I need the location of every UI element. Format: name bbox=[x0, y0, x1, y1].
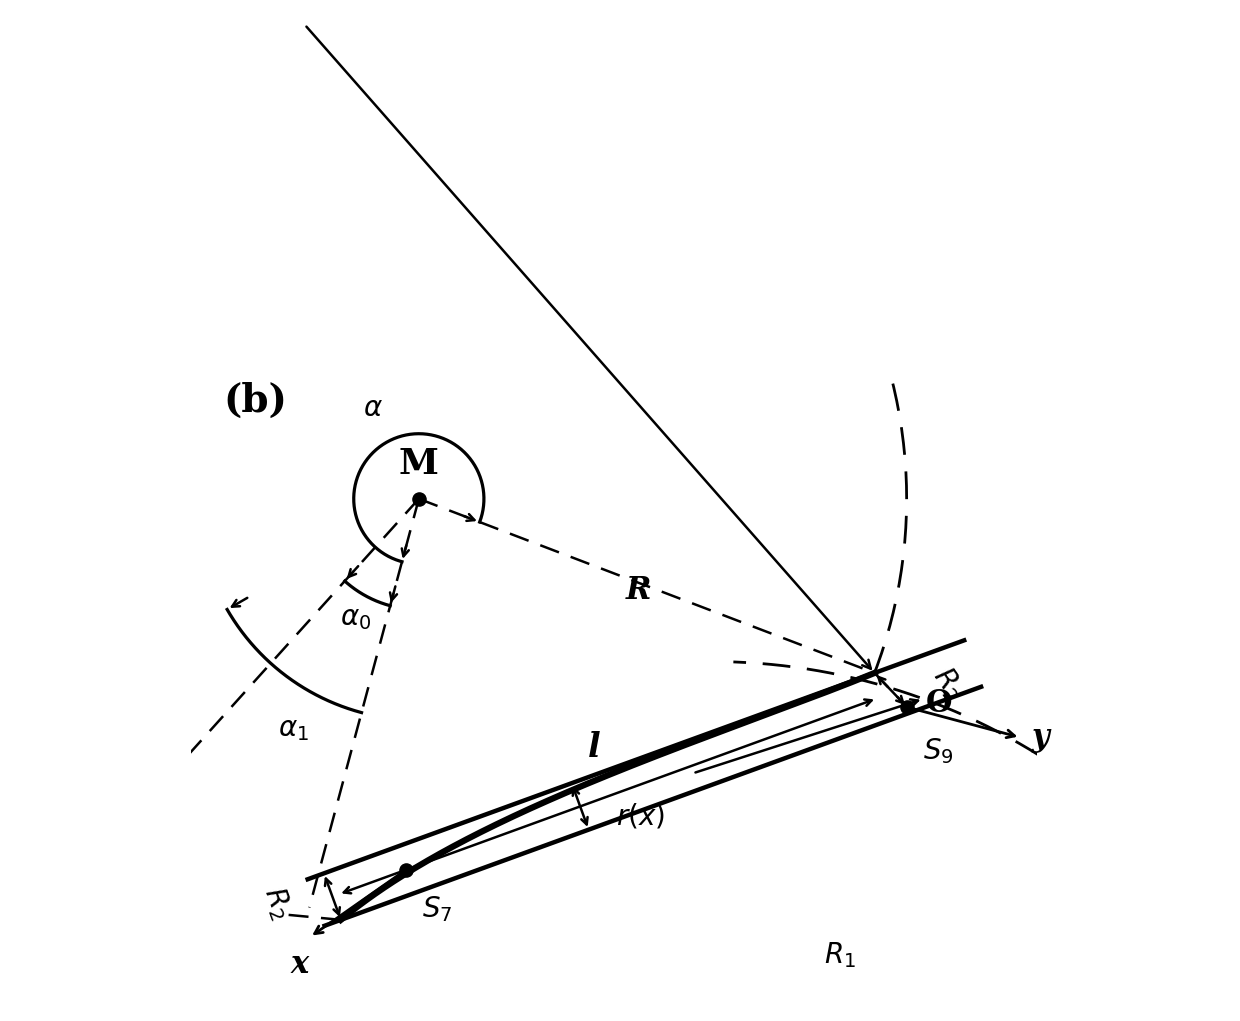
Text: $R_2$: $R_2$ bbox=[926, 662, 970, 706]
Text: R: R bbox=[626, 575, 651, 606]
Text: x: x bbox=[291, 949, 309, 980]
Text: $S_9$: $S_9$ bbox=[924, 736, 954, 766]
Text: $R_2$: $R_2$ bbox=[258, 883, 296, 923]
Text: O: O bbox=[925, 688, 952, 720]
Text: M: M bbox=[399, 446, 439, 481]
Point bbox=[409, 491, 429, 507]
Text: $\alpha_0$: $\alpha_0$ bbox=[340, 605, 371, 632]
Text: (b): (b) bbox=[223, 382, 288, 420]
Text: $r(x)$: $r(x)$ bbox=[616, 801, 665, 831]
Point bbox=[898, 699, 918, 716]
Point bbox=[396, 862, 415, 878]
Text: $\alpha$: $\alpha$ bbox=[363, 395, 383, 423]
Text: $\alpha_1$: $\alpha_1$ bbox=[278, 716, 309, 743]
Text: l: l bbox=[588, 731, 601, 764]
Text: y: y bbox=[1032, 722, 1050, 752]
Text: $R_1$: $R_1$ bbox=[825, 939, 856, 970]
Text: $S_7$: $S_7$ bbox=[422, 894, 453, 924]
